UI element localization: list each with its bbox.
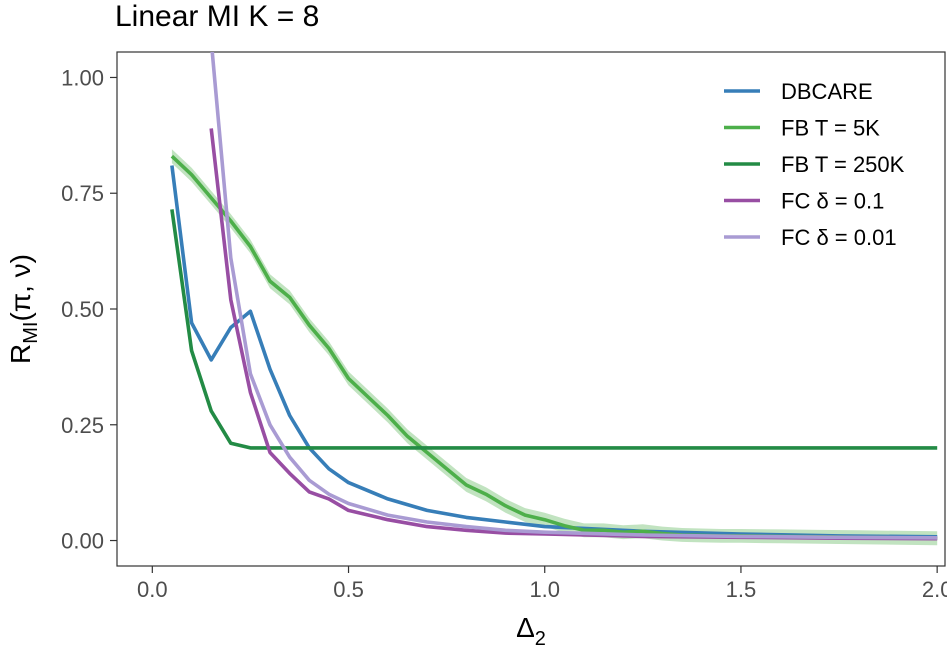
y-axis-label-subscript: MI [20, 322, 42, 344]
x-axis: 0.0 0.5 1.0 1.5 2.0 [137, 566, 947, 602]
y-tick-label: 0.25 [61, 413, 104, 438]
x-tick-label: 0.0 [137, 577, 168, 602]
x-axis-label-subscript: 2 [535, 628, 546, 650]
series-lines [170, 52, 938, 541]
y-tick-label: 0.50 [61, 297, 104, 322]
y-axis-label-main: R [5, 344, 36, 364]
legend-label-dbcare: DBCARE [781, 79, 873, 104]
x-axis-label: Δ2 [516, 612, 546, 650]
x-tick-label: 1.5 [726, 577, 757, 602]
x-axis-label-main: Δ [516, 612, 535, 643]
chart-title: Linear MI K = 8 [115, 0, 319, 33]
legend-label-fb-t-250k: FB T = 250K [781, 152, 905, 177]
x-tick-label: 0.5 [333, 577, 364, 602]
x-tick-label: 1.0 [529, 577, 560, 602]
x-tick-label: 2.0 [922, 577, 947, 602]
y-axis-label: RMI(π, ν) [5, 254, 42, 364]
legend: DBCARE FB T = 5K FB T = 250K FC δ = 0.1 FC δ… [724, 79, 905, 250]
series-line-fc-delta-0-01 [210, 52, 938, 540]
legend-label-fb-t-5k: FB T = 5K [781, 116, 880, 141]
band-fb-t-5k [171, 149, 938, 546]
y-tick-label: 0.75 [61, 181, 104, 206]
y-axis: 0.00 0.25 0.50 0.75 1.00 [61, 65, 117, 554]
y-tick-label: 1.00 [61, 65, 104, 90]
y-tick-label: 0.00 [61, 529, 104, 554]
legend-label-fc-delta-0-01: FC δ = 0.01 [781, 225, 897, 250]
series-line-fb-t-250k [170, 209, 938, 450]
confidence-bands [171, 149, 938, 546]
legend-label-fc-delta-0-1: FC δ = 0.1 [781, 189, 884, 214]
plot-panel [116, 51, 946, 567]
y-axis-label-args: (π, ν) [5, 254, 36, 322]
